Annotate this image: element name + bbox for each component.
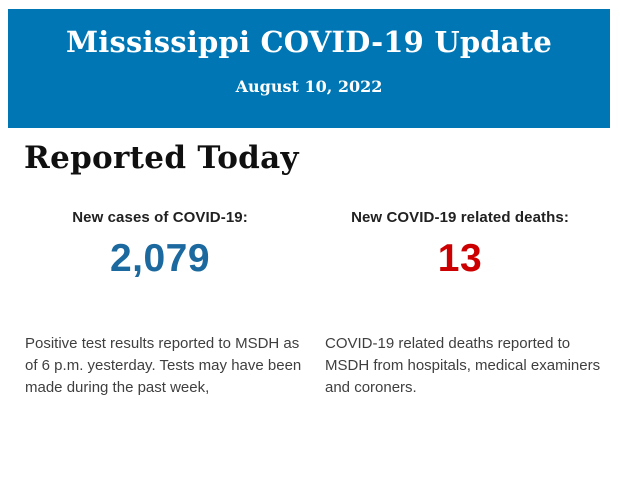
stat-card-new-deaths: New COVID-19 related deaths: 13 COVID-19…	[325, 209, 600, 399]
stat-card-new-cases: New cases of COVID-19: 2,079 Positive te…	[25, 209, 301, 399]
header-banner: Mississippi COVID-19 Update August 10, 2…	[8, 9, 610, 128]
new-deaths-value: 13	[437, 237, 483, 280]
new-cases-description: Positive test results reported to MSDH a…	[25, 335, 302, 396]
page-title: Reported Today	[24, 140, 299, 176]
newsletter-date: August 10, 2022	[235, 77, 383, 96]
new-deaths-label: New COVID-19 related deaths:	[351, 209, 569, 226]
new-cases-value: 2,079	[109, 237, 211, 280]
new-deaths-description: COVID-19 related deaths reported to MSDH…	[325, 335, 601, 396]
stats-row: New cases of COVID-19: 2,079 Positive te…	[25, 209, 600, 399]
newsletter-title: Mississippi COVID-19 Update	[65, 25, 553, 59]
new-cases-label: New cases of COVID-19:	[72, 209, 248, 226]
